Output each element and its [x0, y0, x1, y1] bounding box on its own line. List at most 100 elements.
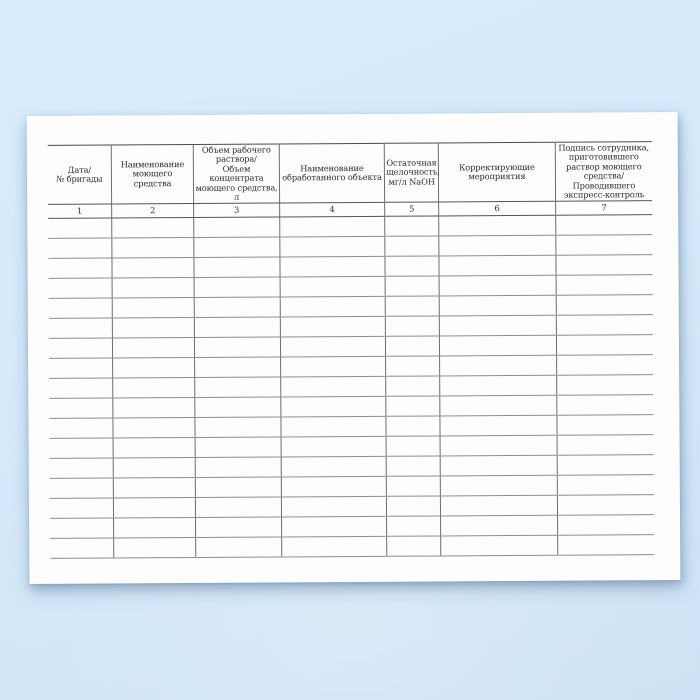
- col-header-signature: Подпись сотрудника, приготовившего раств…: [555, 141, 653, 202]
- col-header-detergent-name: Наименование моющего средства: [111, 144, 194, 204]
- empty-cell: [557, 534, 655, 556]
- empty-cell: [48, 217, 112, 239]
- empty-cell: [440, 455, 558, 476]
- empty-cell: [557, 494, 655, 516]
- empty-cell: [438, 235, 556, 256]
- empty-cell: [438, 215, 556, 236]
- empty-cell: [194, 336, 281, 358]
- empty-cell: [385, 275, 440, 297]
- empty-cell: [556, 354, 654, 376]
- empty-cell: [439, 375, 557, 396]
- empty-cell: [113, 477, 196, 498]
- empty-cell: [440, 415, 557, 436]
- empty-cell: [112, 377, 195, 398]
- column-number: 4: [279, 202, 385, 217]
- empty-cell: [113, 457, 196, 478]
- empty-cell: [48, 237, 112, 259]
- empty-cell: [385, 375, 440, 397]
- empty-cell: [48, 317, 113, 339]
- col-header-date-brigade: Дата/ № бригады: [47, 144, 112, 205]
- empty-cell: [50, 517, 114, 539]
- column-number: 3: [193, 202, 280, 218]
- empty-cell: [112, 417, 196, 438]
- empty-cell: [280, 356, 386, 377]
- empty-cell: [195, 516, 282, 538]
- empty-cell: [556, 374, 654, 396]
- empty-cell: [49, 457, 114, 479]
- empty-cell: [195, 436, 282, 458]
- empty-cell: [48, 257, 112, 279]
- empty-cell: [48, 337, 113, 359]
- empty-cell: [194, 276, 281, 298]
- empty-cell: [49, 417, 113, 439]
- empty-cell: [440, 535, 558, 556]
- column-number: 5: [384, 201, 439, 217]
- empty-cell: [193, 216, 280, 238]
- cleaning-log-table: Дата/ № бригады Наименование моющего сре…: [47, 141, 655, 559]
- empty-cell: [556, 314, 653, 336]
- empty-cell: [386, 455, 441, 477]
- empty-cell: [555, 274, 653, 296]
- col-header-solution-volume: Объем рабочего раствора/ Объем концентра…: [193, 143, 280, 204]
- empty-cell: [111, 217, 194, 238]
- empty-cell: [439, 255, 556, 276]
- empty-cell: [384, 215, 439, 237]
- empty-cell: [112, 317, 195, 338]
- empty-cell: [557, 474, 654, 496]
- empty-cell: [112, 397, 196, 418]
- col-header-corrective-actions: Корректирующие мероприятия: [438, 142, 556, 202]
- empty-cell: [194, 356, 281, 378]
- empty-cell: [557, 514, 655, 536]
- empty-cell: [50, 537, 114, 559]
- empty-cell: [280, 336, 386, 357]
- empty-cell: [111, 277, 195, 298]
- empty-cell: [439, 335, 557, 356]
- empty-cell: [385, 255, 440, 277]
- empty-cell: [195, 536, 282, 558]
- col-header-treated-object: Наименование обработанного объекта: [279, 143, 385, 203]
- empty-cell: [280, 396, 387, 417]
- empty-cell: [556, 434, 654, 456]
- empty-cell: [195, 416, 281, 438]
- empty-cell: [281, 456, 387, 477]
- empty-cell: [281, 536, 387, 557]
- empty-cell: [385, 335, 440, 357]
- column-number: 6: [438, 201, 556, 216]
- empty-cell: [48, 277, 113, 299]
- table-row: [50, 534, 655, 559]
- empty-cell: [439, 355, 557, 376]
- empty-cell: [195, 496, 282, 518]
- empty-cell: [386, 475, 441, 497]
- empty-cell: [279, 236, 386, 257]
- empty-cell: [440, 495, 558, 516]
- column-number: 1: [48, 203, 112, 219]
- empty-cell: [112, 437, 196, 458]
- empty-cell: [194, 256, 280, 278]
- empty-cell: [48, 297, 113, 319]
- empty-cell: [195, 476, 282, 498]
- table-body: [48, 214, 655, 559]
- empty-cell: [113, 497, 196, 518]
- empty-cell: [279, 256, 386, 277]
- empty-cell: [281, 476, 387, 497]
- empty-cell: [112, 337, 195, 358]
- empty-cell: [49, 397, 113, 419]
- empty-cell: [385, 355, 440, 377]
- col-header-residual-alkalinity: Остаточная щелочность, мг/л NaOH: [384, 142, 440, 203]
- empty-cell: [279, 276, 386, 297]
- empty-cell: [439, 295, 557, 316]
- empty-cell: [385, 315, 440, 337]
- empty-cell: [385, 395, 441, 417]
- empty-cell: [279, 216, 385, 237]
- empty-cell: [49, 437, 114, 459]
- empty-cell: [556, 414, 654, 436]
- empty-cell: [440, 435, 557, 456]
- empty-cell: [49, 357, 113, 379]
- empty-cell: [555, 294, 653, 316]
- empty-cell: [556, 334, 654, 356]
- column-number: 7: [555, 200, 653, 216]
- empty-cell: [194, 316, 281, 338]
- empty-cell: [111, 237, 195, 258]
- empty-cell: [194, 296, 281, 318]
- empty-cell: [113, 517, 196, 538]
